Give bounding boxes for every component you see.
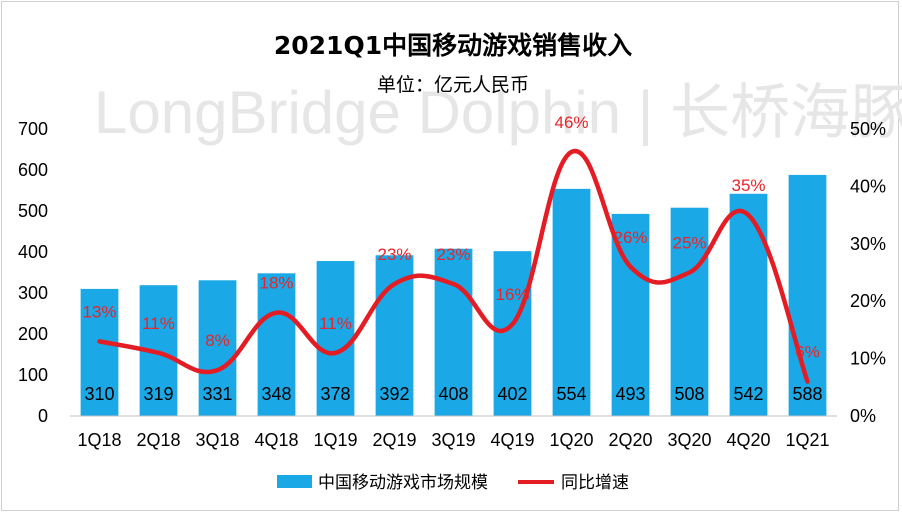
growth-value-label: 13% [82, 302, 116, 321]
x-tick-label: 1Q19 [313, 430, 357, 450]
growth-value-label: 11% [142, 314, 175, 333]
growth-value-label: 6% [795, 343, 820, 362]
x-tick-label: 2Q19 [372, 430, 416, 450]
x-tick-label: 1Q18 [77, 430, 121, 450]
bar-value-label: 542 [733, 384, 763, 404]
growth-point [807, 381, 808, 383]
growth-value-label: 11% [319, 314, 352, 333]
legend-bar-swatch [277, 475, 312, 488]
growth-point [512, 323, 513, 325]
chart-title: 2021Q1中国移动游戏销售收入 [274, 31, 632, 60]
x-tick-label: 2Q20 [608, 430, 652, 450]
bar-value-label: 310 [84, 384, 114, 404]
bar-value-label: 392 [379, 384, 409, 404]
growth-value-label: 46% [554, 113, 588, 132]
bar-value-label: 319 [143, 384, 173, 404]
growth-point [158, 352, 159, 354]
legend: 中国移动游戏市场规模 同比增速 [277, 473, 629, 493]
growth-line [97, 148, 810, 384]
bar-value-label: 588 [792, 384, 822, 404]
bar [493, 251, 532, 416]
y-left-tick-label: 700 [18, 119, 48, 139]
x-tick-label: 1Q21 [785, 430, 829, 450]
y-right-tick-label: 20% [850, 291, 886, 311]
growth-value-label: 18% [259, 274, 293, 293]
growth-value-label: 26% [613, 228, 647, 247]
y-left-tick-label: 300 [18, 283, 48, 303]
growth-value-label: 23% [377, 245, 411, 264]
x-tick-label: 3Q18 [195, 430, 239, 450]
growth-point [571, 151, 572, 153]
bar [316, 261, 355, 416]
y-right-tick-label: 30% [850, 234, 886, 254]
bar [552, 188, 591, 416]
x-tick-label: 3Q20 [667, 430, 711, 450]
bar-value-label: 378 [320, 384, 350, 404]
growth-point [335, 352, 336, 354]
growth-point [748, 214, 749, 216]
y-right-tick-label: 50% [850, 119, 886, 139]
bar [80, 288, 119, 416]
bar [198, 280, 237, 416]
x-tick-label: 3Q19 [431, 430, 475, 450]
growth-value-label: 16% [495, 285, 529, 304]
bar-value-label: 331 [202, 384, 232, 404]
x-tick-label: 2Q18 [136, 430, 180, 450]
y-left-tick-label: 600 [18, 160, 48, 180]
y-right-tick-label: 10% [850, 349, 886, 369]
growth-point [630, 266, 631, 268]
chart-subtitle: 单位：亿元人民币 [377, 74, 529, 96]
watermark: LongBridge Dolphin | 长桥海豚投研 [94, 79, 902, 146]
x-tick-label: 4Q18 [254, 430, 298, 450]
x-tick-label: 4Q20 [726, 430, 770, 450]
growth-value-label: 25% [672, 234, 706, 253]
bar [729, 193, 768, 416]
legend-line-label: 同比增速 [561, 473, 629, 493]
growth-point [394, 283, 395, 285]
growth-value-label: 35% [731, 176, 765, 195]
y-right-tick-label: 40% [850, 176, 886, 196]
bar-value-label: 408 [438, 384, 468, 404]
bar-value-label: 402 [497, 384, 527, 404]
y-right-tick-label: 0% [850, 406, 876, 426]
y-left-tick-label: 400 [18, 242, 48, 262]
y-left-tick-label: 100 [18, 365, 48, 385]
bar [257, 273, 296, 416]
growth-point [99, 340, 100, 342]
growth-value-label: 23% [436, 245, 470, 264]
bar-value-label: 554 [556, 384, 586, 404]
bar-value-label: 348 [261, 384, 291, 404]
growth-point [217, 369, 218, 371]
bar-value-label: 508 [674, 384, 704, 404]
y-left-tick-label: 200 [18, 324, 48, 344]
growth-point [276, 312, 277, 314]
x-tick-label: 4Q19 [490, 430, 534, 450]
bar-value-label: 493 [615, 384, 645, 404]
growth-value-label: 8% [205, 331, 230, 350]
legend-bar-label: 中国移动游戏市场规模 [318, 473, 488, 493]
x-tick-label: 1Q20 [549, 430, 593, 450]
growth-point [689, 272, 690, 273]
growth-point [453, 283, 454, 285]
y-left-tick-label: 500 [18, 201, 48, 221]
bar [670, 207, 709, 416]
y-left-tick-label: 0 [38, 406, 48, 426]
bar [434, 248, 473, 416]
